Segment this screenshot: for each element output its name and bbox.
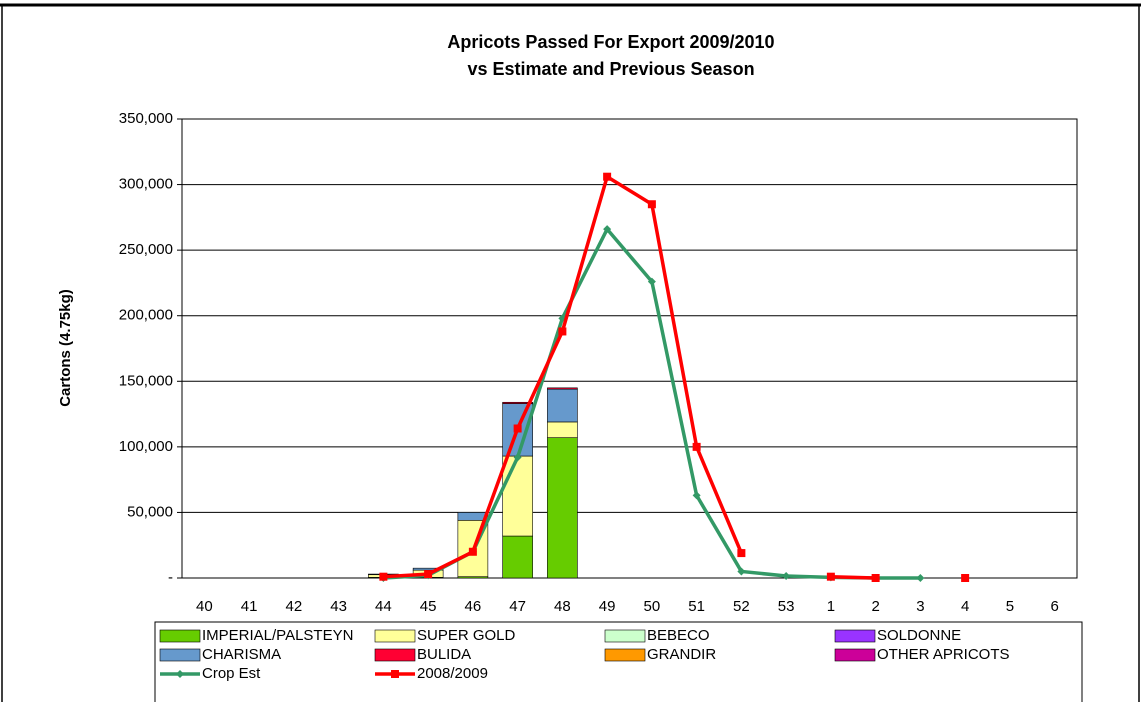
x-tick-label: 41 (241, 598, 258, 615)
x-tick-label: 40 (196, 598, 213, 615)
legend-swatch (159, 648, 201, 662)
x-tick-label: 48 (554, 598, 571, 615)
bar-segment (547, 437, 578, 579)
legend-marker (176, 670, 184, 678)
x-tick-label: 3 (916, 598, 924, 615)
line-marker (424, 570, 433, 579)
y-tick-label: 150,000 (119, 372, 173, 389)
x-tick-label: 52 (733, 598, 750, 615)
y-tick-label: - (168, 569, 173, 586)
legend-label: IMPERIAL/PALSTEYN (202, 627, 353, 644)
y-tick-label: 250,000 (119, 241, 173, 258)
chart-title: Apricots Passed For Export 2009/2010 (447, 32, 774, 52)
bar-segment (547, 388, 578, 423)
x-tick-label: 51 (688, 598, 705, 615)
legend-swatch (834, 648, 876, 662)
line-marker (737, 549, 746, 558)
line-marker (647, 277, 656, 286)
legend-swatch (374, 629, 416, 643)
legend-label: BEBECO (647, 627, 710, 644)
line-marker (737, 567, 746, 576)
line-marker (647, 200, 656, 209)
y-tick-label: 200,000 (119, 307, 173, 324)
x-tick-label: 1 (827, 598, 835, 615)
bar-segment (502, 401, 533, 404)
line-marker (603, 172, 612, 181)
x-tick-label: 49 (599, 598, 616, 615)
y-tick-label: 350,000 (119, 110, 173, 127)
bar-segment (502, 535, 533, 579)
y-axis-title: Cartons (4.75kg) (57, 289, 74, 407)
line-marker (826, 572, 835, 581)
line-marker (871, 574, 880, 582)
y-tick-label: 300,000 (119, 176, 173, 193)
line (830, 574, 876, 580)
line-marker (692, 491, 701, 500)
chart-subtitle: vs Estimate and Previous Season (467, 59, 754, 79)
plot-area (181, 118, 1078, 579)
legend-label: SUPER GOLD (417, 627, 516, 644)
bar-segment (547, 421, 578, 438)
x-tick-label: 47 (509, 598, 526, 615)
legend-swatch (374, 648, 416, 662)
legend-swatch (834, 629, 876, 643)
legend-label: BULIDA (417, 646, 471, 663)
legend-label: GRANDIR (647, 646, 716, 663)
bar-segment (547, 387, 578, 390)
line-marker (558, 327, 567, 336)
legend-label: OTHER APRICOTS (877, 646, 1010, 663)
legend-marker (391, 670, 399, 678)
x-tick-label: 53 (778, 598, 795, 615)
legend-swatch (159, 629, 201, 643)
line-marker (916, 574, 925, 582)
legend-label: Crop Est (202, 665, 261, 682)
x-tick-label: 50 (644, 598, 661, 615)
x-tick-label: 44 (375, 598, 392, 615)
legend-swatch (604, 648, 646, 662)
x-tick-label: 46 (465, 598, 482, 615)
x-tick-label: 42 (286, 598, 303, 615)
bar-segment (502, 455, 533, 537)
x-tick-label: 5 (1006, 598, 1014, 615)
line-marker (468, 547, 477, 556)
line-marker (513, 424, 522, 433)
x-tick-label: 2 (871, 598, 879, 615)
line-marker (692, 442, 701, 451)
x-tick-label: 4 (961, 598, 969, 615)
legend-label: 2008/2009 (417, 665, 488, 682)
x-tick-label: 43 (330, 598, 347, 615)
y-tick-label: 50,000 (127, 503, 173, 520)
legend-label: SOLDONNE (877, 627, 961, 644)
legend-label: CHARISMA (202, 646, 281, 663)
line-marker (782, 572, 791, 581)
x-tick-label: 6 (1050, 598, 1058, 615)
line-marker (379, 572, 388, 581)
line-marker (513, 453, 522, 462)
line-marker (961, 574, 970, 582)
legend-swatch (604, 629, 646, 643)
y-tick-label: 100,000 (119, 438, 173, 455)
x-tick-label: 45 (420, 598, 437, 615)
line-marker (603, 225, 612, 234)
